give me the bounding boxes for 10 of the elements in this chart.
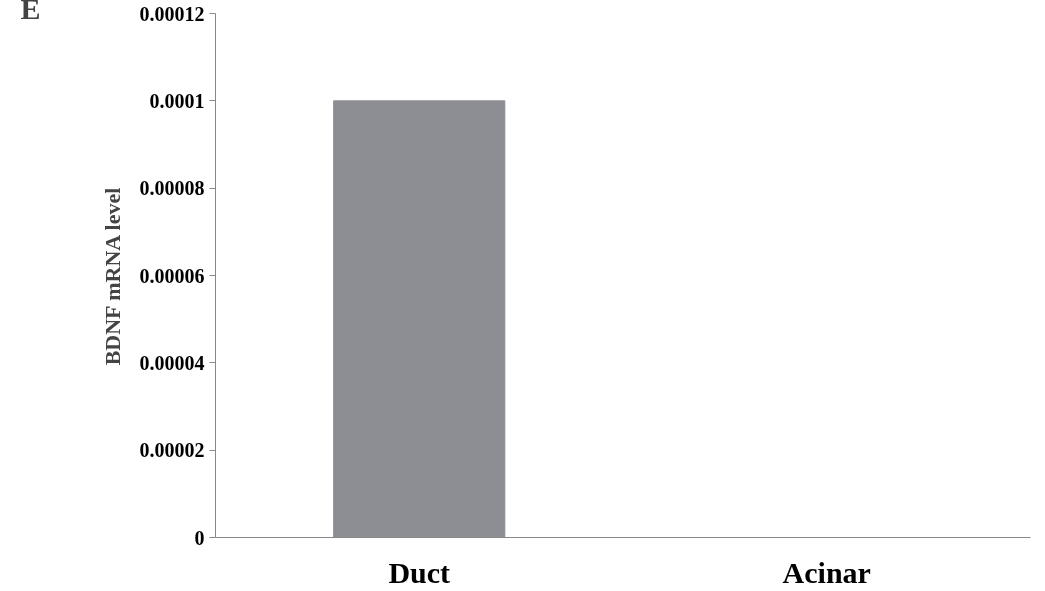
x-tick-label: Duct xyxy=(388,555,451,589)
y-tick-label: 0.00006 xyxy=(139,264,205,287)
y-tick-label: 0.00004 xyxy=(139,351,205,374)
y-axis-title: BDNF mRNA level xyxy=(99,187,125,366)
y-tick-label: 0.0001 xyxy=(149,89,205,112)
y-tick-label: 0 xyxy=(194,526,205,549)
y-tick-label: 0.00008 xyxy=(139,177,205,200)
y-tick-label: 0.00002 xyxy=(139,439,205,462)
y-tick-label: 0.00012 xyxy=(139,2,205,25)
x-tick-label: Acinar xyxy=(782,555,871,589)
